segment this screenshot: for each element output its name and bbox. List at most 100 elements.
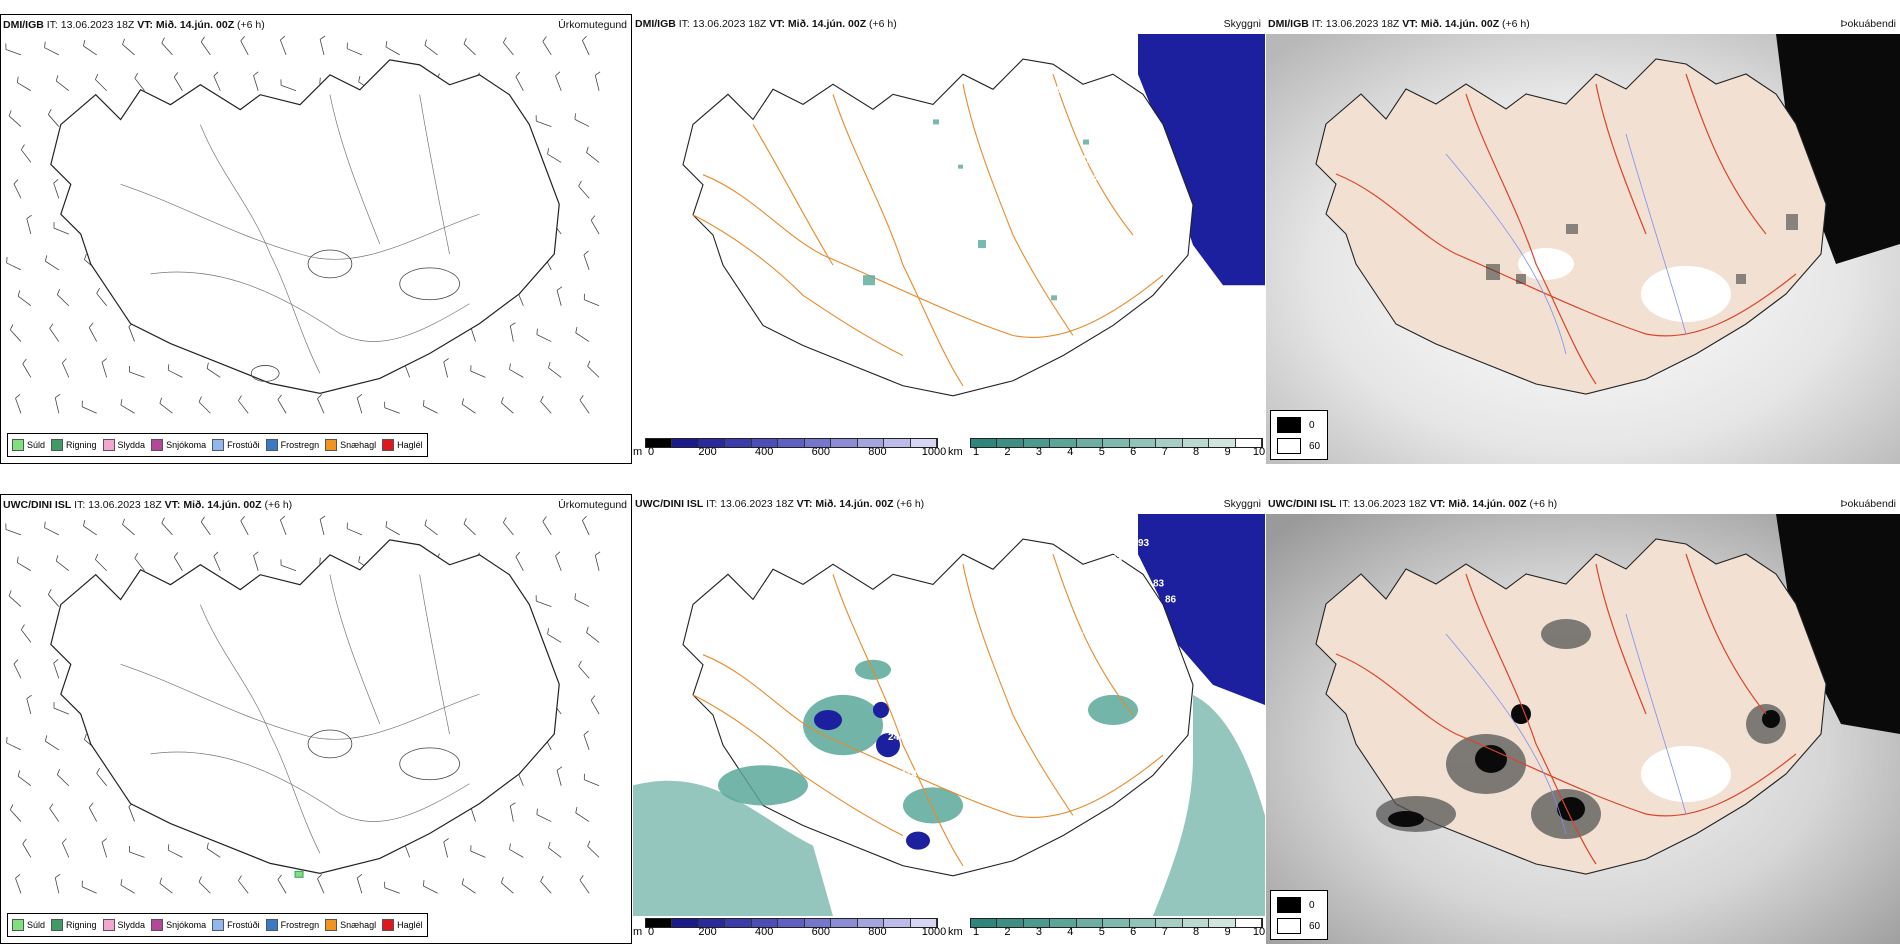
valid-time: VT: Mið. 14.jún. 00Z	[769, 18, 867, 30]
visibility-color-strip	[970, 918, 1263, 928]
colorbar-cell	[1129, 919, 1157, 927]
ceiling-value-label: 70	[1093, 175, 1105, 186]
colorbar-cell	[778, 919, 805, 927]
fog-legend-max-swatch	[1277, 918, 1301, 934]
colorbar-tick-label: 1000	[921, 926, 947, 938]
colorbar-cell	[725, 919, 752, 927]
iceland-wind-barb-map	[5, 515, 601, 894]
precip-legend-label: Snjókoma	[166, 440, 207, 450]
colorbar-cell	[646, 439, 673, 447]
init-time: IT: 13.06.2023 18Z	[678, 18, 767, 30]
ceiling-unit: m	[633, 446, 643, 458]
ceiling-value-label: 80	[1138, 104, 1150, 115]
lead-time: (+6 h)	[1502, 18, 1530, 30]
fog-legend-max-swatch	[1277, 438, 1301, 454]
init-time: IT: 13.06.2023 18Z	[706, 498, 794, 510]
ceiling-value-label: 89	[1083, 94, 1095, 105]
colorbar-cell	[751, 919, 779, 927]
colorbar-tick-label: 5	[1098, 446, 1105, 458]
colorbar-tick-label: 2	[1004, 926, 1011, 938]
colorbar-tick-label: 0	[647, 926, 655, 938]
ceiling-ticks: 0 200 400 600 800 1000	[633, 446, 946, 460]
colorbar-tick-label: 9	[1224, 446, 1231, 458]
visibility-unit: km	[948, 926, 963, 938]
precip-legend-swatch	[12, 439, 24, 451]
ceiling-value-label: 84	[1085, 617, 1097, 628]
ceiling-value-label: 72	[1081, 155, 1093, 166]
ceiling-value-label: 62	[1143, 245, 1155, 256]
precip-type-legend: Súld Rigning Slydda Snjókoma Frostúði Frostre…	[7, 433, 428, 457]
colorbar-cell	[1023, 919, 1051, 927]
ceiling-value-label: 94	[1078, 124, 1090, 135]
colorbar-cell	[971, 439, 998, 447]
panel-header: DMI/IGB IT: 13.06.2023 18Z VT: Mið. 14.j…	[1, 15, 631, 35]
colorbar-cell	[1156, 439, 1183, 447]
panel-type-title: Þokuábendi	[1840, 498, 1896, 510]
colorbar-cell	[997, 439, 1024, 447]
colorbar-cell	[1209, 919, 1236, 927]
ceiling-value-label: 93	[1138, 538, 1150, 549]
ceiling-map: 59 89 80 94 78 62 72 78 76 70 69 62 75 104 104	[633, 34, 1265, 436]
lead-time: (+6 h)	[896, 498, 925, 510]
ceiling-color-strip	[645, 438, 938, 448]
colorbar-cell	[1103, 439, 1130, 447]
colorbar-cell	[831, 919, 858, 927]
colorbar-cell	[698, 439, 726, 447]
visibility-unit: km	[948, 446, 963, 458]
precip-legend-swatch	[51, 439, 64, 451]
ceiling-value-label: 78	[1113, 165, 1125, 176]
colorbar-cell	[1235, 439, 1262, 447]
fog-legend-min-label: 0	[1309, 899, 1315, 911]
visibility-colorbar: km 1 2 3 4 5 6 7 8 9 10	[948, 438, 1265, 460]
fog-legend: 0 60	[1270, 410, 1328, 460]
colorbar-cell	[698, 919, 726, 927]
fog-legend-min-swatch	[1277, 417, 1301, 433]
colorbar-cell	[1076, 919, 1104, 927]
precip-legend-item: Frostúði	[212, 919, 260, 931]
ceiling-value-label: 66	[848, 792, 860, 803]
fog-legend-max: 60	[1277, 918, 1320, 934]
precip-legend-label: Haglél	[397, 920, 423, 930]
colorbar-cell	[672, 919, 699, 927]
colorbar-cell	[804, 919, 832, 927]
colorbar-tick-label: 4	[1067, 446, 1074, 458]
panel-header: UWC/DINI ISL IT: 13.06.2023 18Z VT: Mið.…	[1266, 494, 1900, 514]
colorbar-tick-label: 200	[698, 926, 717, 938]
fog-map	[1266, 514, 1900, 944]
colorbar-cell	[910, 439, 937, 447]
panel-type-title: Úrkomutegund	[558, 499, 627, 511]
panel-header: DMI/IGB IT: 13.06.2023 18Z VT: Mið. 14.j…	[633, 14, 1265, 34]
ceiling-colorbar: m 0 200 400 600 800 1000	[633, 438, 946, 460]
colorbar-tick-label: 800	[868, 446, 887, 458]
precip-legend-swatch	[212, 439, 225, 451]
ceiling-value-label: 59	[1051, 84, 1063, 95]
lead-time: (+6 h)	[237, 19, 265, 31]
precip-legend-label: Haglél	[397, 440, 423, 450]
colorbar-tick-label: 6	[1130, 446, 1137, 458]
ceiling-value-label: 90	[1078, 566, 1090, 577]
fog-legend-min-label: 0	[1309, 419, 1315, 431]
colorbar-cell	[1103, 919, 1130, 927]
visibility-ticks: 1 2 3 4 5 6 7 8 9 10	[948, 926, 1265, 940]
ceiling-value-label: 78	[1115, 124, 1127, 135]
colorbar-cell	[778, 439, 805, 447]
fog-legend-max: 60	[1277, 438, 1320, 454]
colorbar-tick-label: 600	[811, 446, 830, 458]
colorbar-cell	[857, 439, 885, 447]
precip-legend-swatch	[151, 919, 164, 931]
colorbar-cell	[1235, 919, 1262, 927]
colorbar-tick-label: 7	[1161, 926, 1168, 938]
colorbar-cell	[1129, 439, 1157, 447]
precip-type-legend: Súld Rigning Slydda Snjókoma Frostúði Frostre…	[7, 913, 428, 937]
precip-legend-swatch	[12, 919, 24, 931]
ceiling-value-label: 67	[913, 883, 925, 894]
ceiling-value-label: 95	[1133, 637, 1145, 648]
ceiling-value-label: 99	[1073, 601, 1085, 612]
iceland-wind-barb-map	[5, 35, 601, 414]
precip-legend-label: Frostregn	[280, 920, 320, 930]
ceiling-value-label: 76	[1118, 192, 1130, 203]
init-time: IT: 13.06.2023 18Z	[46, 19, 135, 31]
ceiling-value-label: 62	[1065, 147, 1077, 158]
colorbar-cell	[831, 439, 858, 447]
